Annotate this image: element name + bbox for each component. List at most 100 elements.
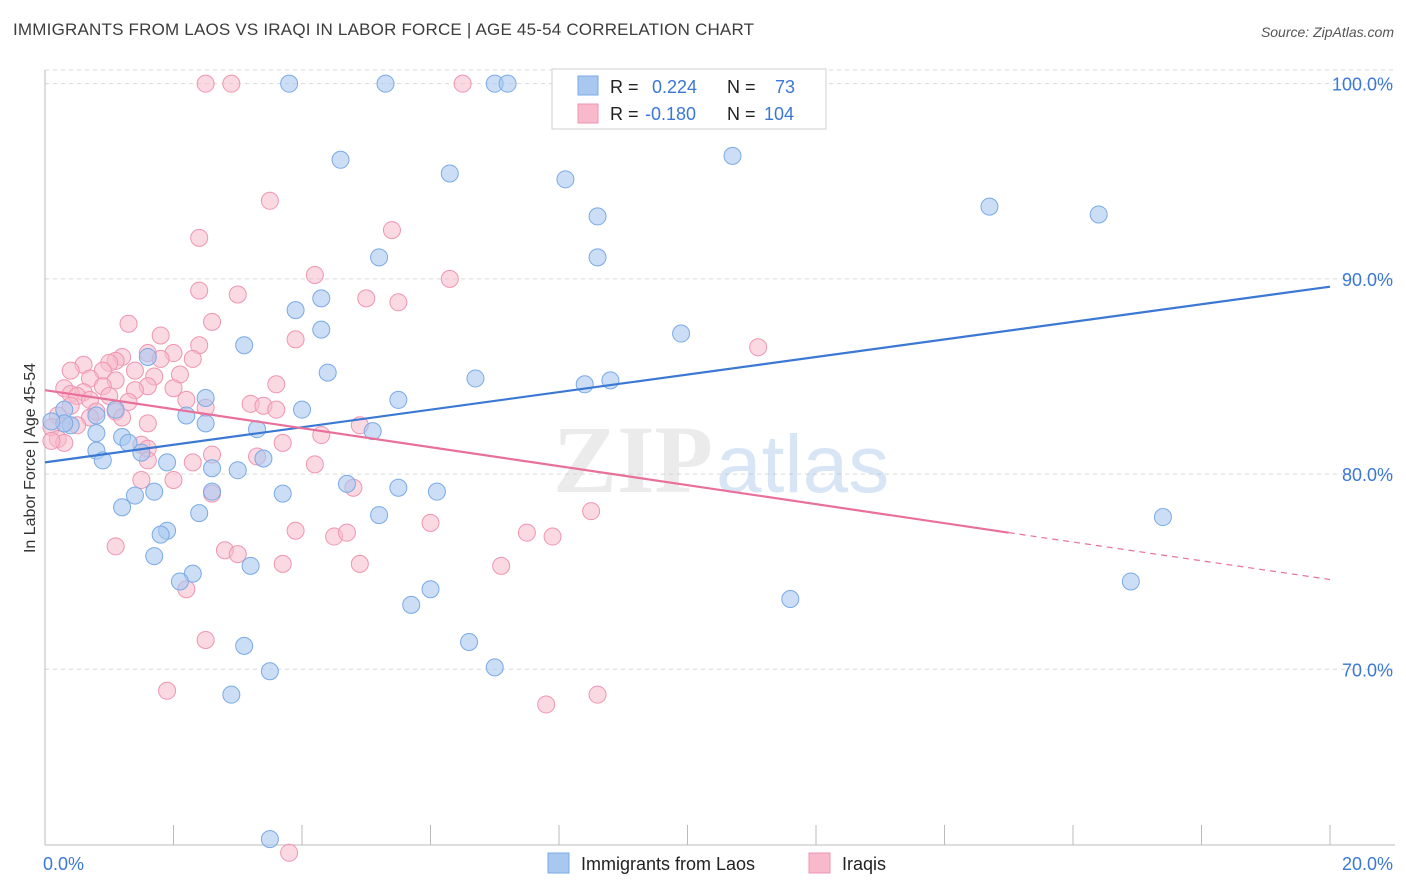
laos-point [337,474,356,493]
laos-point [125,486,144,505]
series-name-laos: Immigrants from Laos [581,854,755,874]
iraq-point [260,191,279,210]
iraq-point [183,453,202,472]
laos-point [203,482,222,501]
iraq-point [389,293,408,312]
iraq-point [305,455,324,474]
laos-trend-line [44,285,1331,464]
series-swatch-laos [547,852,570,874]
iraq-point [267,400,286,419]
iraq-point [286,330,305,349]
x-tick-label-max: 20.0% [1342,854,1393,874]
laos-point [138,347,157,366]
source-label: Source: ZipAtlas.com [1260,24,1394,40]
laos-point [376,74,395,93]
y-tick-label: 80.0% [1342,465,1393,485]
y-tick-label: 90.0% [1342,270,1393,290]
laos-point [318,363,337,382]
iraq-point [440,269,459,288]
laos-point [241,556,260,575]
iraq-point [132,470,151,489]
laos-point [42,412,61,431]
iraq-point [164,470,183,489]
r-value-laos: 0.224 [652,77,697,97]
y-tick-label: 70.0% [1342,660,1393,680]
iraq-point [138,414,157,433]
iraq-point [582,502,601,521]
iraq-point [492,556,511,575]
iraq-point [749,338,768,357]
watermark: ZIP atlas [553,406,889,513]
laos-point [460,632,479,651]
laos-point [87,406,106,425]
watermark-zip: ZIP [553,406,713,513]
laos-point [196,388,215,407]
laos-point [588,248,607,267]
y-axis-label: In Labor Force | Age 45-54 [22,363,39,553]
legend-swatch-iraq [577,103,599,124]
series-legend: Immigrants from Laos Iraqis [547,852,886,874]
iraq-point [158,681,177,700]
laos-point [389,478,408,497]
watermark-atlas: atlas [716,419,889,510]
trend-lines [44,285,1331,581]
laos-point [260,662,279,681]
iraq-point [537,695,556,714]
n-label-iraq: N = [727,104,756,124]
laos-point [980,197,999,216]
laos-point [196,414,215,433]
iraq-point [267,375,286,394]
laos-point [273,484,292,503]
laos-point [781,590,800,609]
n-value-iraq: 104 [764,104,794,124]
laos-point [588,207,607,226]
iraq-point [286,521,305,540]
iraq-point [151,326,170,345]
iraq-point [337,523,356,542]
n-value-laos: 73 [775,77,795,97]
iraq-point [228,545,247,564]
iraq-point [588,685,607,704]
iraq-point [164,379,183,398]
laos-point [170,572,189,591]
laos-point [312,289,331,308]
iraq-point [453,74,472,93]
iraq-point [228,285,247,304]
iraq-point [350,554,369,573]
laos-point [293,400,311,419]
x-tick-label-min: 0.0% [43,854,84,874]
laos-point [286,301,305,320]
laos-point [93,451,112,470]
laos-point [1089,205,1108,224]
x-tick-labels: 0.0% 20.0% [43,854,1393,874]
laos-point [556,170,575,189]
laos-point [498,74,517,93]
laos-point [485,658,504,677]
iraq-point [222,74,241,93]
iraq-point [273,554,292,573]
iraq-point [382,221,401,240]
iraq-point [196,74,215,93]
laos-point [145,482,164,501]
laos-point [1121,572,1140,591]
n-label-laos: N = [727,77,756,97]
stats-legend: R = 0.224 N = 73 R = -0.180 N = 104 [551,68,827,130]
laos-point [132,443,151,462]
y-tick-label: 100.0% [1332,75,1393,95]
laos-point [421,580,440,599]
laos-point [389,390,408,409]
laos-point [312,320,331,339]
laos-point [203,459,222,478]
iraq-point [190,281,209,300]
y-tick-labels: 70.0% 80.0% 90.0% 100.0% [1332,75,1393,681]
laos-point [151,525,170,544]
iraq-trend-line-dashed [1008,532,1331,581]
laos-points [42,74,1172,849]
r-value-iraq: -0.180 [645,104,696,124]
iraq-point [305,265,324,284]
iraq-point [119,314,138,333]
iraq-point [61,361,80,380]
iraq-point [203,312,222,331]
r-label-iraq: R = [610,104,639,124]
